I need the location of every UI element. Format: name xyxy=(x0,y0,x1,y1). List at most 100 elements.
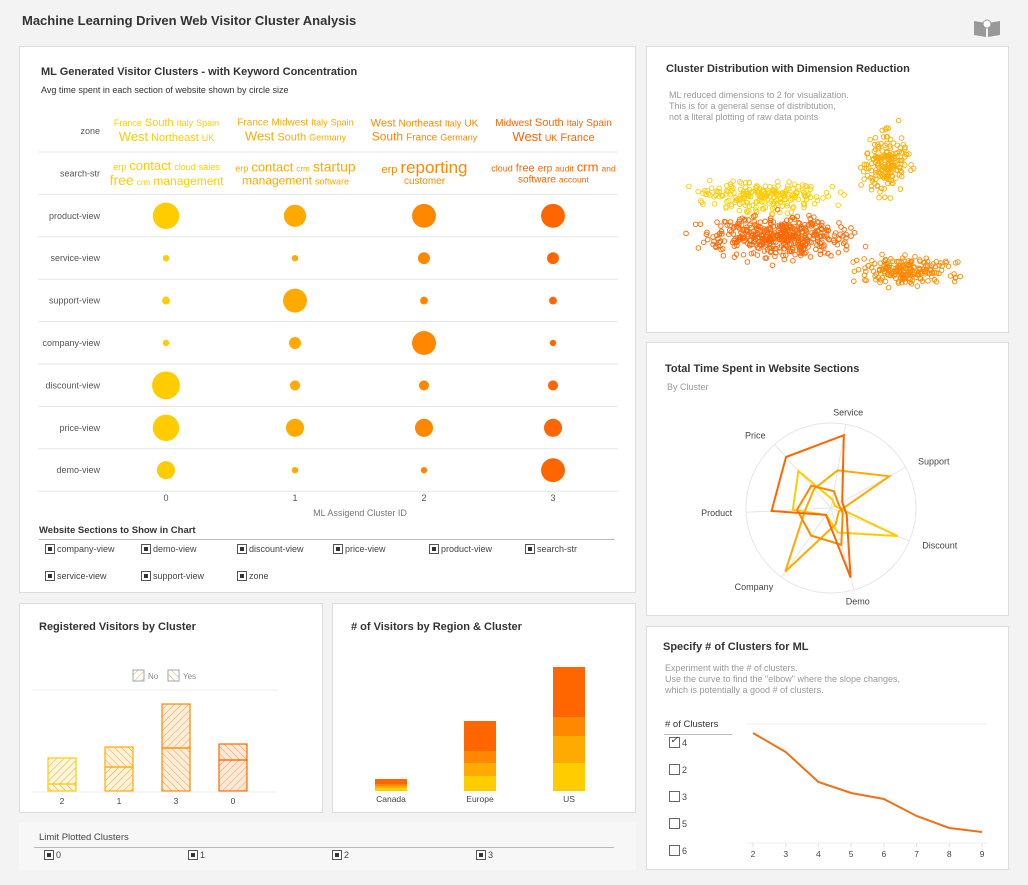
scatter-point xyxy=(737,186,744,193)
scatter-point xyxy=(723,205,729,211)
scatter-point xyxy=(695,245,702,251)
keyword: Italy xyxy=(176,117,194,128)
bar-segment-Canada-3 xyxy=(375,779,407,784)
checkbox-zone[interactable]: zone xyxy=(237,571,269,581)
scatter-point xyxy=(792,240,798,246)
checkbox-box[interactable] xyxy=(45,571,55,581)
checkbox-box[interactable] xyxy=(333,544,343,554)
scatter-point xyxy=(790,204,797,210)
row-label: support-view xyxy=(49,296,101,306)
radar-panel: Total Time Spent in Website Sections By … xyxy=(646,342,1009,616)
word-cloud: cloud free erp audit crm and software account xyxy=(491,161,616,186)
row-label: product-view xyxy=(49,211,101,221)
scatter-point xyxy=(843,246,849,253)
checkbox-demo-view[interactable]: demo-view xyxy=(141,544,197,554)
scatter-point xyxy=(841,192,847,198)
checkbox-0[interactable]: 0 xyxy=(44,850,61,860)
bubble-discount-view-3 xyxy=(547,380,559,391)
keyword: South xyxy=(371,129,404,144)
checkbox-box[interactable] xyxy=(669,764,680,775)
checkbox-box[interactable] xyxy=(669,791,680,802)
scatter-point xyxy=(805,244,811,250)
scatter-point xyxy=(808,223,814,229)
scatter-point xyxy=(848,233,854,239)
checkbox-box[interactable] xyxy=(141,544,151,554)
checkbox-box[interactable] xyxy=(45,544,55,554)
scatter-point xyxy=(718,223,724,229)
checkbox-box[interactable] xyxy=(669,735,680,748)
radar-axis-label: Service xyxy=(833,407,863,417)
checkbox-1[interactable]: 1 xyxy=(188,850,205,860)
scatter-point xyxy=(902,279,909,285)
x-tick-label: 2 xyxy=(751,849,756,859)
scatter-point xyxy=(742,202,748,208)
scatter-point xyxy=(790,232,797,239)
scatter-point xyxy=(721,238,728,244)
scatter-point xyxy=(790,258,796,264)
scatter-point xyxy=(750,213,757,220)
checkbox-discount-view[interactable]: discount-view xyxy=(237,544,304,554)
scatter-point xyxy=(758,242,764,248)
scatter-point xyxy=(908,167,914,173)
scatter-point xyxy=(824,224,831,231)
scatter-point xyxy=(767,217,774,224)
scatter-point xyxy=(800,200,807,207)
keyword: France xyxy=(113,117,142,128)
checkbox-5[interactable]: 5 xyxy=(669,818,687,829)
scatter-point xyxy=(776,249,783,255)
checkbox-box[interactable] xyxy=(44,850,54,860)
radar-axis-label: Support xyxy=(918,457,950,467)
checkbox-4[interactable]: 4 xyxy=(669,735,687,748)
checkbox-6[interactable]: 6 xyxy=(669,845,687,856)
keyword: Spain xyxy=(586,117,612,129)
checkbox-search-str[interactable]: search-str xyxy=(525,544,577,554)
checkbox-box[interactable] xyxy=(237,544,247,554)
bubble-service-view-2 xyxy=(418,252,430,265)
checkbox-box[interactable] xyxy=(525,544,535,554)
checkbox-box[interactable] xyxy=(188,850,198,860)
scatter-point xyxy=(761,226,767,232)
scatter-point xyxy=(743,208,750,215)
checkbox-3[interactable]: 3 xyxy=(476,850,493,860)
checkbox-box[interactable] xyxy=(141,571,151,581)
scatter-point xyxy=(873,169,879,176)
bubble-product-view-3 xyxy=(541,203,565,228)
scatter-point xyxy=(851,268,858,275)
scatter-point xyxy=(874,155,880,161)
book-icon[interactable] xyxy=(972,17,1002,39)
scatter-point xyxy=(751,239,758,245)
scatter-point xyxy=(787,217,794,223)
checkbox-box[interactable] xyxy=(476,850,486,860)
x-tick-label: 0 xyxy=(231,796,236,806)
checkbox-2[interactable]: 2 xyxy=(669,764,687,775)
scatter-point xyxy=(883,125,890,131)
scatter-point xyxy=(901,154,908,160)
bar-segment-Canada-2 xyxy=(375,784,407,786)
checkbox-box[interactable] xyxy=(237,571,247,581)
checkbox-price-view[interactable]: price-view xyxy=(333,544,386,554)
scatter-point xyxy=(700,239,707,246)
checkbox-box[interactable] xyxy=(669,818,680,829)
scatter-point xyxy=(862,243,869,250)
checkbox-box[interactable] xyxy=(669,845,680,856)
bar-segment-US-1 xyxy=(553,736,585,763)
scatter-point xyxy=(759,193,765,200)
scatter-point xyxy=(732,239,738,246)
scatter-point xyxy=(821,244,827,250)
checkbox-box[interactable] xyxy=(429,544,439,554)
checkbox-company-view[interactable]: company-view xyxy=(45,544,115,554)
scatter-point xyxy=(937,260,944,266)
scatter-point xyxy=(900,264,906,271)
checkbox-support-view[interactable]: support-view xyxy=(141,571,204,581)
scatter-point xyxy=(876,266,883,273)
bubble-company-view-1 xyxy=(289,337,301,349)
checkbox-box[interactable] xyxy=(332,850,342,860)
checkbox-3[interactable]: 3 xyxy=(669,791,687,802)
scatter-point xyxy=(798,246,805,253)
checkbox-service-view[interactable]: service-view xyxy=(45,571,107,581)
checkbox-product-view[interactable]: product-view xyxy=(429,544,492,554)
scatter-panel: Cluster Distribution with Dimension Redu… xyxy=(646,46,1009,333)
checkbox-2[interactable]: 2 xyxy=(332,850,349,860)
checkbox-label: discount-view xyxy=(249,544,304,554)
scatter-point xyxy=(795,183,802,190)
